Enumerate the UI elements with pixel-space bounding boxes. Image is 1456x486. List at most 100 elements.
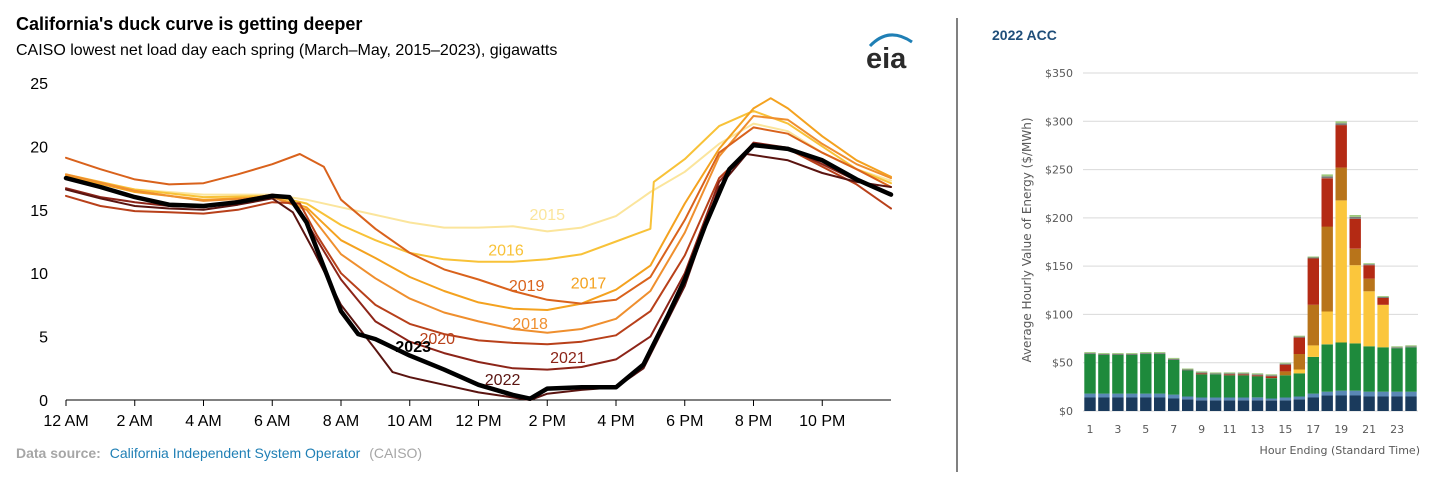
series-label-2022: 2022 (485, 372, 521, 389)
x-tick-label: 4 AM (185, 413, 221, 430)
series-label-2016: 2016 (488, 242, 524, 259)
source-abbreviation: (CAISO) (369, 445, 422, 461)
bar-segment (1293, 373, 1305, 397)
bar-segment (1154, 352, 1166, 354)
bar-segment (1377, 297, 1389, 298)
series-label-2020: 2020 (419, 331, 455, 348)
bar-segment (1237, 372, 1250, 374)
bar-segment (1195, 374, 1208, 398)
bar-segment (1265, 378, 1278, 399)
series-line-2021 (65, 141, 892, 371)
bar-segment (1265, 374, 1278, 376)
x-tick-label: 10 AM (387, 413, 432, 430)
bar-segment (1321, 395, 1333, 411)
bar-segment (1335, 342, 1347, 391)
chart-title: California's duck curve is getting deepe… (16, 14, 362, 34)
bar-segment (1405, 347, 1417, 392)
x-tick-label: 10 PM (799, 413, 845, 430)
bar-segment (1126, 354, 1138, 355)
bar-segment (1405, 391, 1417, 397)
series-label-2017: 2017 (571, 275, 607, 292)
bar-segment (1126, 397, 1138, 411)
bar-segment (1377, 304, 1389, 348)
bar-segment (1307, 256, 1319, 258)
bar-segment (1349, 216, 1361, 219)
bar-segment (1293, 354, 1305, 370)
bar-segment (1084, 354, 1096, 394)
x-tick-label: 21 (1362, 423, 1376, 436)
bar-segment (1363, 264, 1375, 266)
bar-segment (1209, 400, 1222, 411)
x-tick-label: 11 (1223, 423, 1237, 436)
x-tick-label: 4 PM (597, 413, 634, 430)
bar-segment (1209, 374, 1222, 398)
bar-segment (1098, 355, 1110, 394)
bar-segment (1195, 400, 1208, 411)
series-line-2015 (65, 122, 892, 233)
y-tick-label: 15 (30, 203, 48, 220)
bar-segment (1391, 346, 1403, 348)
bar-segment (1321, 391, 1333, 396)
bar-segment (1140, 353, 1152, 355)
bar-segment (1293, 396, 1305, 400)
y-tick-label: 10 (30, 266, 48, 283)
bar-segment (1251, 374, 1264, 376)
y-tick-label: $250 (1045, 164, 1073, 177)
bar-segment (1084, 393, 1096, 398)
bar-segment (1112, 353, 1124, 355)
y-axis: 0 5 10 15 20 25 (30, 76, 48, 410)
bar-segment (1335, 125, 1347, 168)
bar-segment (1391, 348, 1403, 392)
bar-segment (1140, 393, 1152, 398)
bar-segment (1195, 371, 1208, 373)
bar-segment (1349, 248, 1361, 266)
y-tick-label: $350 (1045, 67, 1073, 80)
bar-segment (1321, 176, 1333, 179)
bar-segment (1251, 376, 1264, 398)
source-label: Data source: (16, 445, 101, 461)
bar-segment (1377, 396, 1389, 411)
bar-segment (1349, 218, 1361, 249)
bar-segment (1307, 393, 1319, 398)
y-tick-label: $100 (1045, 308, 1073, 321)
series-label-2019: 2019 (509, 278, 545, 295)
x-tick-label: 9 (1198, 423, 1205, 436)
series-label-2023: 2023 (395, 339, 431, 356)
bar-segment (1237, 375, 1250, 398)
bar-segment (1084, 352, 1096, 354)
bar-segment (1363, 346, 1375, 392)
bar-segment (1098, 397, 1110, 411)
bar-segment (1349, 395, 1361, 411)
right-chart-title: 2022 ACC (992, 27, 1057, 43)
bar-segment (1377, 296, 1389, 298)
bar-segment (1251, 375, 1264, 377)
bar-segment (1363, 391, 1375, 397)
y-tick-label: 0 (39, 393, 48, 410)
bar-segment (1251, 400, 1264, 411)
x-tick-label: 5 (1142, 423, 1149, 436)
bar-segment (1168, 394, 1180, 399)
x-tick-label: 1 (1087, 423, 1094, 436)
bar-segment (1293, 399, 1305, 411)
bar-segment (1335, 167, 1347, 201)
x-tick-label: 17 (1306, 423, 1320, 436)
bar-segment (1307, 304, 1319, 346)
bar-segment (1223, 397, 1236, 401)
bar-segment (1223, 374, 1236, 376)
y-tick-label: $50 (1052, 357, 1073, 370)
bar-segment (1349, 390, 1361, 396)
bar-segment (1168, 359, 1180, 395)
bar-segment (1182, 396, 1194, 400)
series-line-2023 (63, 142, 894, 401)
bar-segment (1098, 353, 1110, 355)
bar-segment (1335, 200, 1347, 343)
bar-segment (1405, 345, 1417, 347)
series-label-2018: 2018 (512, 316, 548, 333)
bar-segment (1084, 353, 1096, 355)
bar-segment (1223, 375, 1236, 398)
x-tick-label: 13 (1251, 423, 1265, 436)
bar-segment (1391, 347, 1403, 349)
bar-segment (1391, 391, 1403, 397)
bar-segment (1405, 396, 1417, 411)
series-lines (63, 97, 894, 401)
